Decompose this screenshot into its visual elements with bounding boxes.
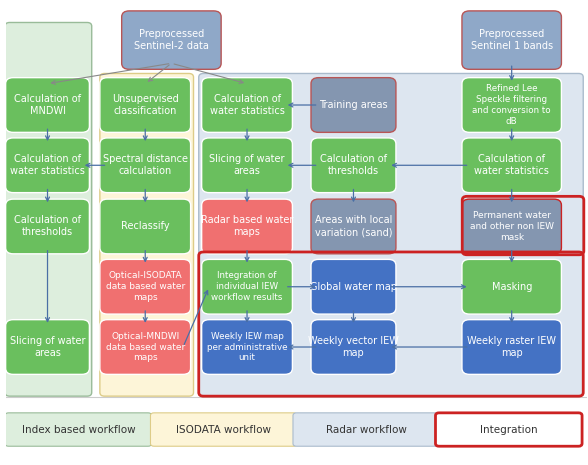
- FancyBboxPatch shape: [100, 73, 193, 396]
- FancyBboxPatch shape: [311, 319, 396, 374]
- FancyBboxPatch shape: [202, 319, 292, 374]
- Text: Preprocessed
Sentinel-2 data: Preprocessed Sentinel-2 data: [134, 29, 209, 51]
- FancyBboxPatch shape: [202, 78, 292, 133]
- FancyBboxPatch shape: [100, 319, 191, 374]
- FancyBboxPatch shape: [311, 78, 396, 133]
- Text: Integration: Integration: [480, 425, 537, 434]
- FancyBboxPatch shape: [6, 319, 89, 374]
- Text: Reclassify: Reclassify: [121, 221, 169, 232]
- Text: Radar based water
maps: Radar based water maps: [201, 215, 293, 238]
- FancyBboxPatch shape: [462, 11, 562, 69]
- FancyBboxPatch shape: [202, 259, 292, 314]
- Text: Calculation of
thresholds: Calculation of thresholds: [14, 215, 81, 238]
- Text: Weekly raster IEW
map: Weekly raster IEW map: [467, 336, 556, 358]
- Text: Index based workflow: Index based workflow: [22, 425, 135, 434]
- Text: Calculation of
MNDWI: Calculation of MNDWI: [14, 94, 81, 116]
- Text: Radar workflow: Radar workflow: [326, 425, 407, 434]
- Text: Global water map: Global water map: [310, 282, 397, 292]
- FancyBboxPatch shape: [293, 413, 440, 446]
- FancyBboxPatch shape: [6, 199, 89, 254]
- FancyBboxPatch shape: [100, 78, 191, 133]
- Text: Optical-ISODATA
data based water
maps: Optical-ISODATA data based water maps: [106, 272, 185, 302]
- FancyBboxPatch shape: [5, 22, 92, 396]
- FancyBboxPatch shape: [122, 11, 221, 69]
- FancyBboxPatch shape: [311, 259, 396, 314]
- Text: Preprocessed
Sentinel 1 bands: Preprocessed Sentinel 1 bands: [470, 29, 553, 51]
- Text: Calculation of
water statistics: Calculation of water statistics: [209, 94, 285, 116]
- Text: Slicing of water
areas: Slicing of water areas: [209, 154, 285, 176]
- Text: Calculation of
water statistics: Calculation of water statistics: [10, 154, 85, 176]
- FancyBboxPatch shape: [202, 199, 292, 254]
- FancyBboxPatch shape: [202, 138, 292, 193]
- FancyBboxPatch shape: [462, 138, 562, 193]
- FancyBboxPatch shape: [5, 413, 152, 446]
- FancyBboxPatch shape: [462, 199, 562, 254]
- FancyBboxPatch shape: [436, 413, 582, 446]
- FancyBboxPatch shape: [151, 413, 297, 446]
- Text: Areas with local
variation (sand): Areas with local variation (sand): [315, 215, 392, 238]
- Text: Unsupervised
classification: Unsupervised classification: [112, 94, 179, 116]
- FancyBboxPatch shape: [199, 73, 583, 396]
- Text: Spectral distance
calculation: Spectral distance calculation: [103, 154, 188, 176]
- FancyBboxPatch shape: [100, 259, 191, 314]
- FancyBboxPatch shape: [100, 138, 191, 193]
- Text: Integration of
individual IEW
workflow results: Integration of individual IEW workflow r…: [211, 272, 283, 302]
- FancyBboxPatch shape: [311, 199, 396, 254]
- FancyBboxPatch shape: [100, 199, 191, 254]
- Text: Refined Lee
Speckle filtering
and conversion to
dB: Refined Lee Speckle filtering and conver…: [472, 84, 551, 126]
- Text: Weekly vector IEW
map: Weekly vector IEW map: [308, 336, 399, 358]
- Text: Slicing of water
areas: Slicing of water areas: [10, 336, 85, 358]
- FancyBboxPatch shape: [462, 319, 562, 374]
- FancyBboxPatch shape: [6, 138, 89, 193]
- Text: Weekly IEW map
per administrative
unit: Weekly IEW map per administrative unit: [207, 332, 288, 362]
- Text: Training areas: Training areas: [319, 100, 388, 110]
- Text: Optical-MNDWI
data based water
maps: Optical-MNDWI data based water maps: [106, 332, 185, 362]
- Text: Calculation of
water statistics: Calculation of water statistics: [475, 154, 549, 176]
- FancyBboxPatch shape: [6, 78, 89, 133]
- Text: Permanent water
and other non IEW
mask: Permanent water and other non IEW mask: [470, 211, 554, 242]
- Text: Masking: Masking: [492, 282, 532, 292]
- FancyBboxPatch shape: [311, 138, 396, 193]
- FancyBboxPatch shape: [462, 259, 562, 314]
- Text: Calculation of
thresholds: Calculation of thresholds: [320, 154, 387, 176]
- FancyBboxPatch shape: [462, 78, 562, 133]
- Text: ISODATA workflow: ISODATA workflow: [176, 425, 271, 434]
